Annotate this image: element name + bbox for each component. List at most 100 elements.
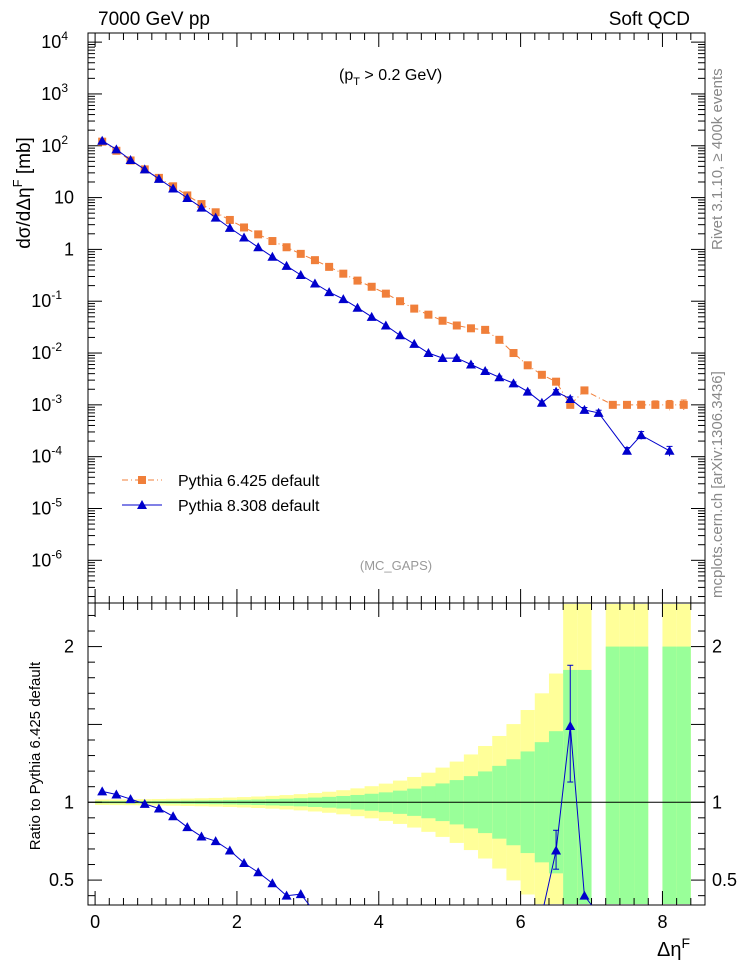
p8-point [253,242,264,252]
main-ytick-label: 102 [41,133,68,156]
p8-point [168,183,179,193]
ratio-p8-point [210,836,221,846]
mcplots-info: mcplots.cern.ch [arXiv:1306.3436] [709,371,726,598]
p6-point [495,335,504,344]
p8-point [536,397,547,407]
ratio-p8-point [253,867,264,877]
ratio-xtick-label: 0 [90,912,100,932]
p6-point [396,297,405,306]
p8-point [267,251,278,261]
ratio-ytick-label-right: 1 [712,792,722,812]
p6-point [651,400,660,409]
rivet-info: Rivet 3.1.10, ≥ 400k events [709,68,726,250]
main-y-axis-label: dσ/dΔηF [mb] [10,137,35,249]
p8-point [423,348,434,358]
ratio-p8-point [281,890,292,900]
p6-point [552,377,561,386]
ratio-p8-point [168,811,179,821]
ratio-plot-frame [87,602,706,906]
main-ytick-label: 10 [54,188,74,208]
p8-point [139,164,150,174]
p6-point [296,249,305,258]
p8-point [366,311,377,321]
p8-point [125,155,136,165]
p6-point [523,361,532,370]
ratio-p8-point [182,822,193,832]
p8-point [551,386,562,396]
cut-annotation: (pT > 0.2 GeV) [339,67,442,88]
p6-point [310,256,319,265]
ratio-p8-point [196,831,207,841]
ratio-ytick-label-left: 1 [64,792,74,812]
uncertainty-bands [88,604,705,904]
p6-point [580,386,589,395]
p6-point [608,400,617,409]
ratio-ytick-label-right: 0.5 [712,870,737,890]
p8-point [565,393,576,403]
p6-line [101,141,684,406]
p8-point [465,359,476,369]
ratio-xtick-label: 8 [657,912,667,932]
p6-point [282,243,291,252]
p8-point [153,173,164,183]
main-series-layer [97,135,688,457]
p8-point [210,212,221,222]
band-inner-40 [662,646,677,904]
p8-point [451,353,462,363]
ratio-xtick-label: 2 [232,912,242,932]
main-ytick-label: 104 [41,29,68,52]
legend-p6-label: Pythia 6.425 default [178,473,320,490]
p6-point [367,282,376,291]
ratio-p8-point [239,857,250,867]
ratio-p8-point [153,803,164,813]
main-ytick-label: 10-2 [31,340,62,363]
p6-point [481,325,490,334]
p6-point [466,324,475,333]
collision-label: 7000 GeV pp [98,9,210,30]
p6-point [240,223,249,232]
p8-point [579,404,590,414]
main-ytick-label: 1 [64,239,74,259]
p6-point [339,269,348,278]
band-inner-34 [577,669,592,904]
p8-point [480,366,491,376]
p6-point [438,316,447,325]
band-inner-41 [676,646,691,904]
p8-point [309,278,320,288]
p6-point [325,262,334,271]
legend-p6-marker [138,476,146,484]
legend: Pythia 6.425 default Pythia 8.308 defaul… [122,473,320,515]
p8-point [97,135,108,145]
p8-point [395,330,406,340]
p6-point [353,276,362,285]
p6-point [637,400,646,409]
p6-point [622,400,631,409]
ratio-series-layer [97,664,592,906]
p8-point [338,294,349,304]
p8-point [196,202,207,212]
ratio-ytick-label-left: 0.5 [49,870,74,890]
main-ytick-label: 10-4 [31,444,62,467]
p6-point [268,237,277,246]
main-ytick-label: 10-1 [31,288,62,311]
p8-point [494,372,505,382]
x-axis-label: ΔηF [657,935,690,961]
analysis-watermark: (MC_GAPS) [360,558,432,573]
legend-p8-marker [137,500,147,509]
ratio-p8-point [139,798,150,808]
p6-point [410,304,419,313]
ratio-xtick-label: 6 [516,912,526,932]
p8-point [111,144,122,154]
p6-point [537,370,546,379]
p6-point [452,321,461,330]
p8-point [182,193,193,203]
ratio-p8-point [125,794,136,804]
ratio-p8-point [111,789,122,799]
ratio-p8-point [224,845,235,855]
p8-point [621,445,632,455]
p6-point [566,400,575,409]
main-ytick-label: 10-5 [31,495,62,518]
ratio-p8-point [97,786,108,796]
p6-point [225,215,234,224]
band-inner-37 [619,646,635,904]
